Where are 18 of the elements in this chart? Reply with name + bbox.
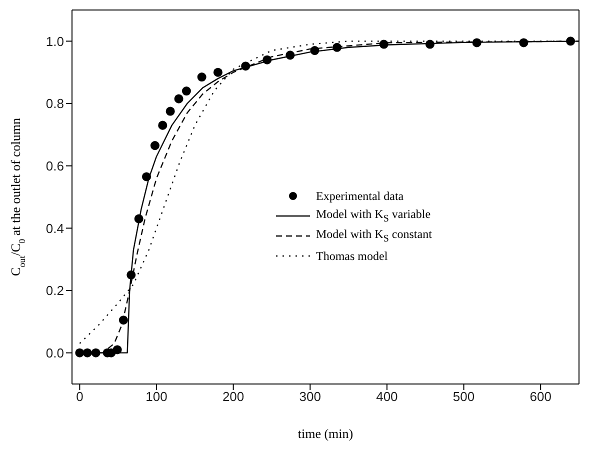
x-tick-label: 100	[146, 389, 168, 404]
x-tick-label: 400	[376, 389, 398, 404]
legend-label: Experimental data	[316, 188, 404, 204]
x-axis-title: time (min)	[298, 426, 354, 441]
legend-label: Model with K$_{S}$ constant	[316, 227, 432, 245]
x-tick-label: 300	[299, 389, 321, 404]
x-tick-label: 200	[222, 389, 244, 404]
y-tick-label: 0.6	[46, 158, 64, 174]
y-tick-label: 0.8	[46, 96, 64, 112]
y-tick-label: 0.0	[46, 345, 64, 360]
y-tick-label: 1.0	[46, 34, 64, 49]
y-tick-label: 0.4	[46, 220, 64, 236]
x-tick-label: 500	[452, 389, 475, 404]
x-tick-label: 0	[76, 389, 84, 404]
legend-label: Model with K$_{S}$ variable	[316, 207, 431, 225]
x-tick-label: 600	[530, 389, 552, 404]
y-tick-label: 0.2	[46, 283, 64, 298]
legend-label: Thomas model	[316, 248, 388, 264]
